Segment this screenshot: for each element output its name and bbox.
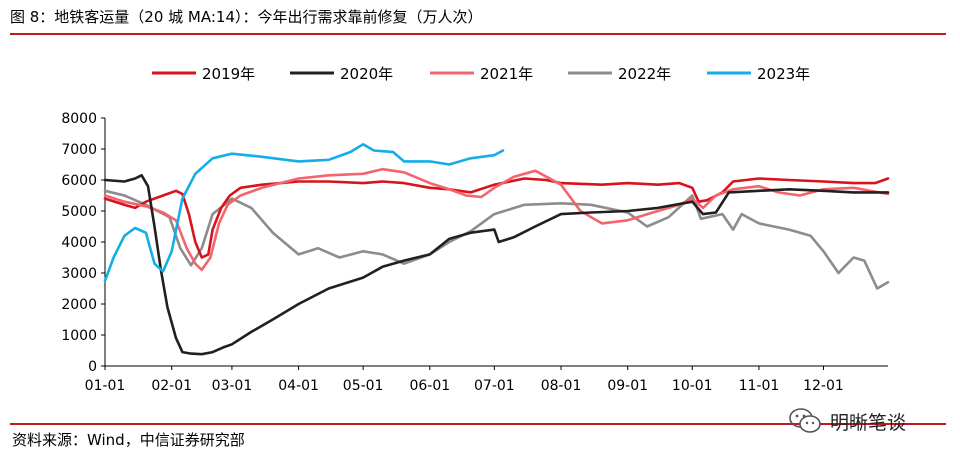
x-tick-label: 02-01 xyxy=(151,378,192,394)
y-tick-label: 8000 xyxy=(61,111,97,127)
series-line-2021年 xyxy=(103,167,890,272)
legend: 2019年 2020年 2021年 2022年 2023年 xyxy=(152,65,810,83)
source-divider xyxy=(10,423,946,425)
x-tick-label: 05-01 xyxy=(343,378,384,394)
legend-label: 2023年 xyxy=(757,65,810,83)
legend-label: 2019年 xyxy=(202,65,255,83)
watermark: 明晰笔谈 xyxy=(788,404,906,438)
title-divider xyxy=(10,33,946,35)
series-line-2022年 xyxy=(103,189,890,290)
y-tick-label: 5000 xyxy=(61,204,97,220)
axes: 0 1000 2000 3000 4000 5000 6000 7000 8000 01-01 02… xyxy=(61,111,888,394)
wechat-icon xyxy=(789,408,821,433)
y-tick-label: 1000 xyxy=(61,328,97,344)
y-tick-label: 2000 xyxy=(61,297,97,313)
legend-label: 2022年 xyxy=(618,65,671,83)
source-note: 资料来源：Wind，中信证券研究部 xyxy=(12,431,245,449)
y-tick-label: 4000 xyxy=(61,235,97,251)
legend-label: 2021年 xyxy=(480,65,533,83)
x-tick-label: 03-01 xyxy=(212,378,253,394)
x-tick-label: 11-01 xyxy=(739,378,780,394)
x-tick-label: 01-01 xyxy=(85,378,126,394)
series-lines xyxy=(103,143,890,356)
series-line-2020年 xyxy=(103,174,890,356)
chart-title: 图 8：地铁客运量（20 城 MA:14）：今年出行需求靠前修复（万人次） xyxy=(10,8,483,26)
x-tick-label: 04-01 xyxy=(278,378,319,394)
x-tick-label: 08-01 xyxy=(541,378,582,394)
x-tick-label: 09-01 xyxy=(607,378,648,394)
watermark-text: 明晰笔谈 xyxy=(830,411,907,434)
legend-label: 2020年 xyxy=(340,65,393,83)
x-tick-label: 06-01 xyxy=(409,378,450,394)
y-tick-label: 0 xyxy=(88,359,97,375)
x-tick-label: 07-01 xyxy=(474,378,515,394)
y-tick-label: 3000 xyxy=(61,266,97,282)
y-tick-label: 6000 xyxy=(61,173,97,189)
y-tick-label: 7000 xyxy=(61,142,97,158)
series-line-2023年 xyxy=(103,143,505,283)
x-tick-label: 10-01 xyxy=(672,378,713,394)
x-tick-label: 12-01 xyxy=(803,378,844,394)
